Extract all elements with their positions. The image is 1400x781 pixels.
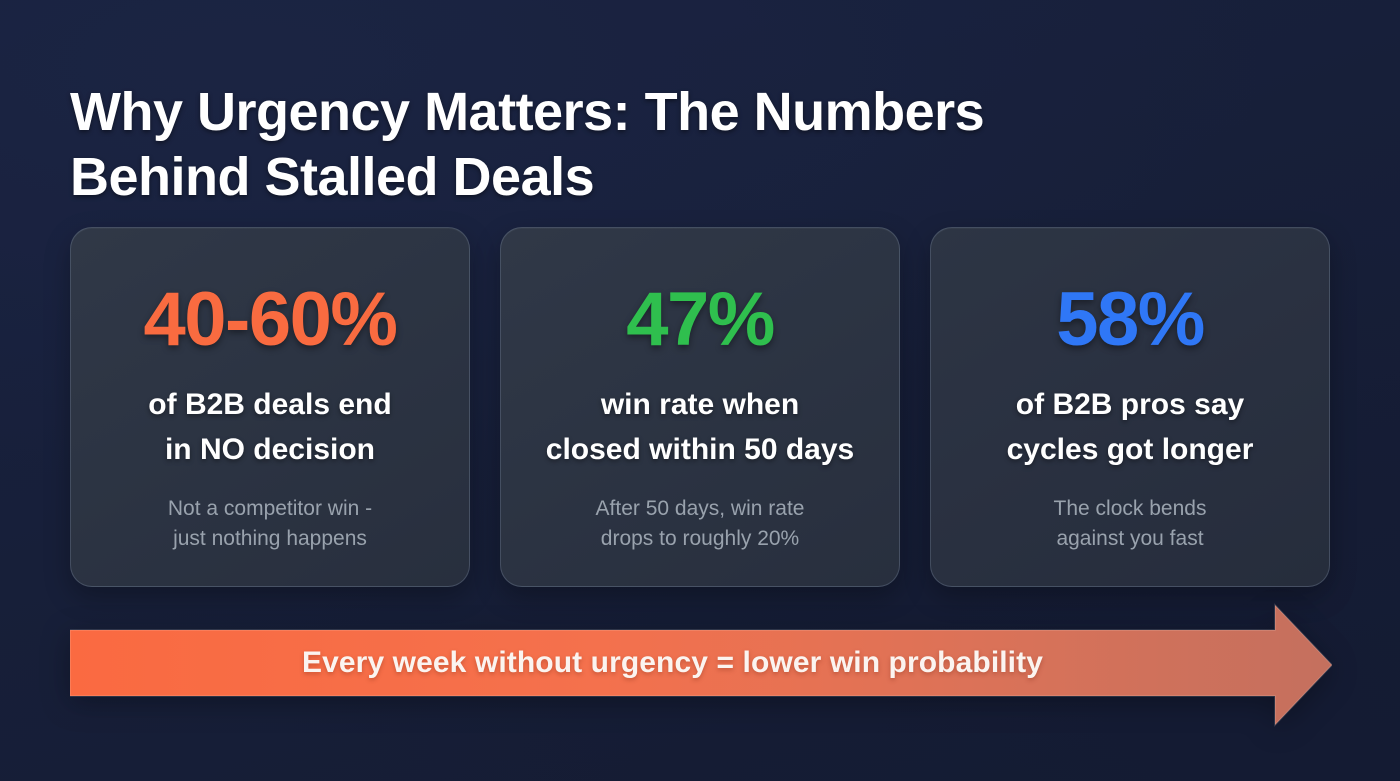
stat-number: 58%	[1056, 277, 1205, 362]
stat-label: of B2B pros say cycles got longer	[1006, 388, 1254, 466]
page-title-line-2: Behind Stalled Deals	[70, 147, 595, 208]
stat-note: After 50 days, win rate drops to roughly…	[595, 497, 805, 550]
stat-card-longer-cycles: 58% of B2B pros say cycles got longer Th…	[930, 227, 1330, 587]
stat-card-no-decision: 40-60% of B2B deals end in NO decision N…	[70, 227, 470, 587]
page-title: Why Urgency Matters: The Numbers Behind …	[70, 80, 1170, 210]
stat-label: of B2B deals end in NO decision	[148, 388, 392, 466]
stat-card-row: 40-60% of B2B deals end in NO decision N…	[70, 227, 1330, 587]
stat-number: 47%	[626, 277, 775, 362]
stat-label: win rate when closed within 50 days	[545, 388, 855, 466]
stat-number: 40-60%	[143, 277, 398, 362]
stat-card-win-rate: 47% win rate when closed within 50 days …	[500, 227, 900, 587]
page-title-line-1: Why Urgency Matters: The Numbers	[70, 82, 985, 143]
stat-note: Not a competitor win - just nothing happ…	[167, 497, 373, 550]
urgency-arrow-banner: Every week without urgency = lower win p…	[70, 603, 1332, 727]
right-arrow-icon	[70, 603, 1332, 727]
stat-note: The clock bends against you fast	[1053, 497, 1207, 550]
